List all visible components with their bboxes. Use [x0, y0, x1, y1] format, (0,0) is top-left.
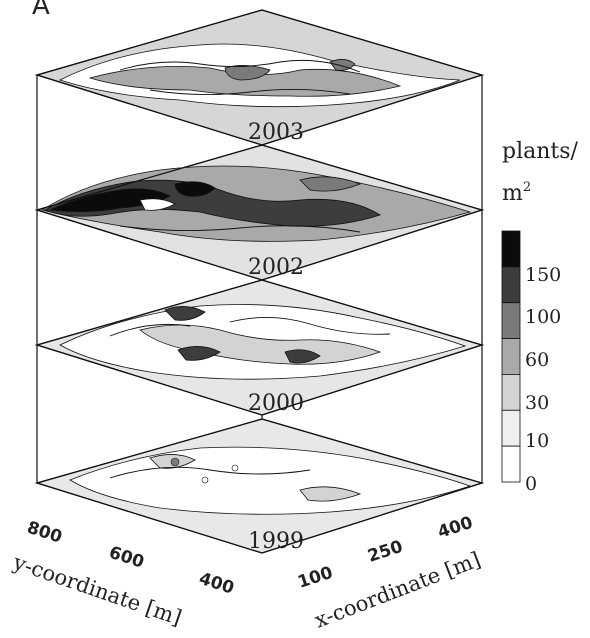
year-label-2000: 2000	[248, 391, 304, 416]
y-axis-label: y-coordinate [m]	[9, 550, 184, 630]
legend-tick-150: 150	[525, 264, 561, 286]
density-region-2002-d	[174, 181, 216, 197]
density-region-2000-c	[164, 306, 206, 321]
density-region-2002-c	[48, 188, 171, 212]
legend-title-line2: m2	[502, 180, 531, 206]
legend-title-line1: plants/	[502, 139, 579, 164]
layer-2000	[34, 279, 485, 416]
density-region-1999-c	[299, 486, 362, 502]
panel-label: A	[32, 0, 50, 21]
density-region-2002-e	[139, 198, 176, 211]
x-axis-tick-100: 100	[295, 563, 335, 593]
plane-2003-edge	[34, 9, 485, 146]
legend-color-swatch	[501, 409, 521, 447]
legend-color-swatch	[501, 374, 521, 411]
x-axis-tick-400: 400	[435, 513, 475, 543]
density-region-2003-c	[224, 65, 271, 81]
legend-color-swatch	[501, 445, 521, 483]
plane-2002-edge	[34, 144, 485, 281]
legend-color-swatch	[501, 338, 521, 375]
legend-tick-100: 100	[525, 306, 561, 328]
y-axis-tick-800: 800	[24, 518, 64, 548]
legend-tick-10: 10	[525, 430, 549, 452]
y-axis-tick-600: 600	[106, 543, 146, 573]
plane-1999-edge	[34, 418, 485, 554]
density-spot-1999-a	[170, 457, 180, 467]
layer-2002	[34, 144, 485, 281]
plane-2000-edge	[34, 279, 485, 416]
x-axis-tick-250: 250	[365, 537, 405, 567]
year-label-1999: 1999	[248, 529, 304, 554]
legend-color-swatch	[501, 230, 521, 268]
density-spot-1999-c	[201, 476, 209, 484]
legend-tick-30: 30	[525, 392, 549, 414]
legend-tick-0: 0	[525, 473, 537, 495]
legend-title-sup: 2	[523, 180, 531, 195]
legend-title-unit: m	[502, 181, 523, 206]
year-label-2002: 2002	[248, 255, 304, 280]
density-region-2000-d	[177, 346, 221, 361]
legend-color-bar	[501, 230, 521, 483]
legend-tick-labels: 150 100 60 30 10 0	[525, 264, 561, 495]
legend-color-swatch	[501, 266, 521, 304]
density-region-2002-f	[299, 176, 362, 192]
y-axis-tick-400: 400	[196, 569, 236, 599]
density-region-2000-e	[284, 349, 321, 364]
legend-tick-60: 60	[525, 349, 549, 371]
x-axis-label: x-coordinate [m]	[311, 547, 484, 632]
year-label-2003: 2003	[248, 120, 304, 145]
layer-1999	[34, 418, 485, 554]
layer-2003	[34, 9, 485, 146]
legend-color-swatch	[501, 302, 521, 339]
density-region-2003-b	[88, 65, 402, 97]
legend: plants/ m2 150 100 60 30 10 0	[501, 139, 579, 495]
density-spot-1999-b	[231, 464, 239, 472]
